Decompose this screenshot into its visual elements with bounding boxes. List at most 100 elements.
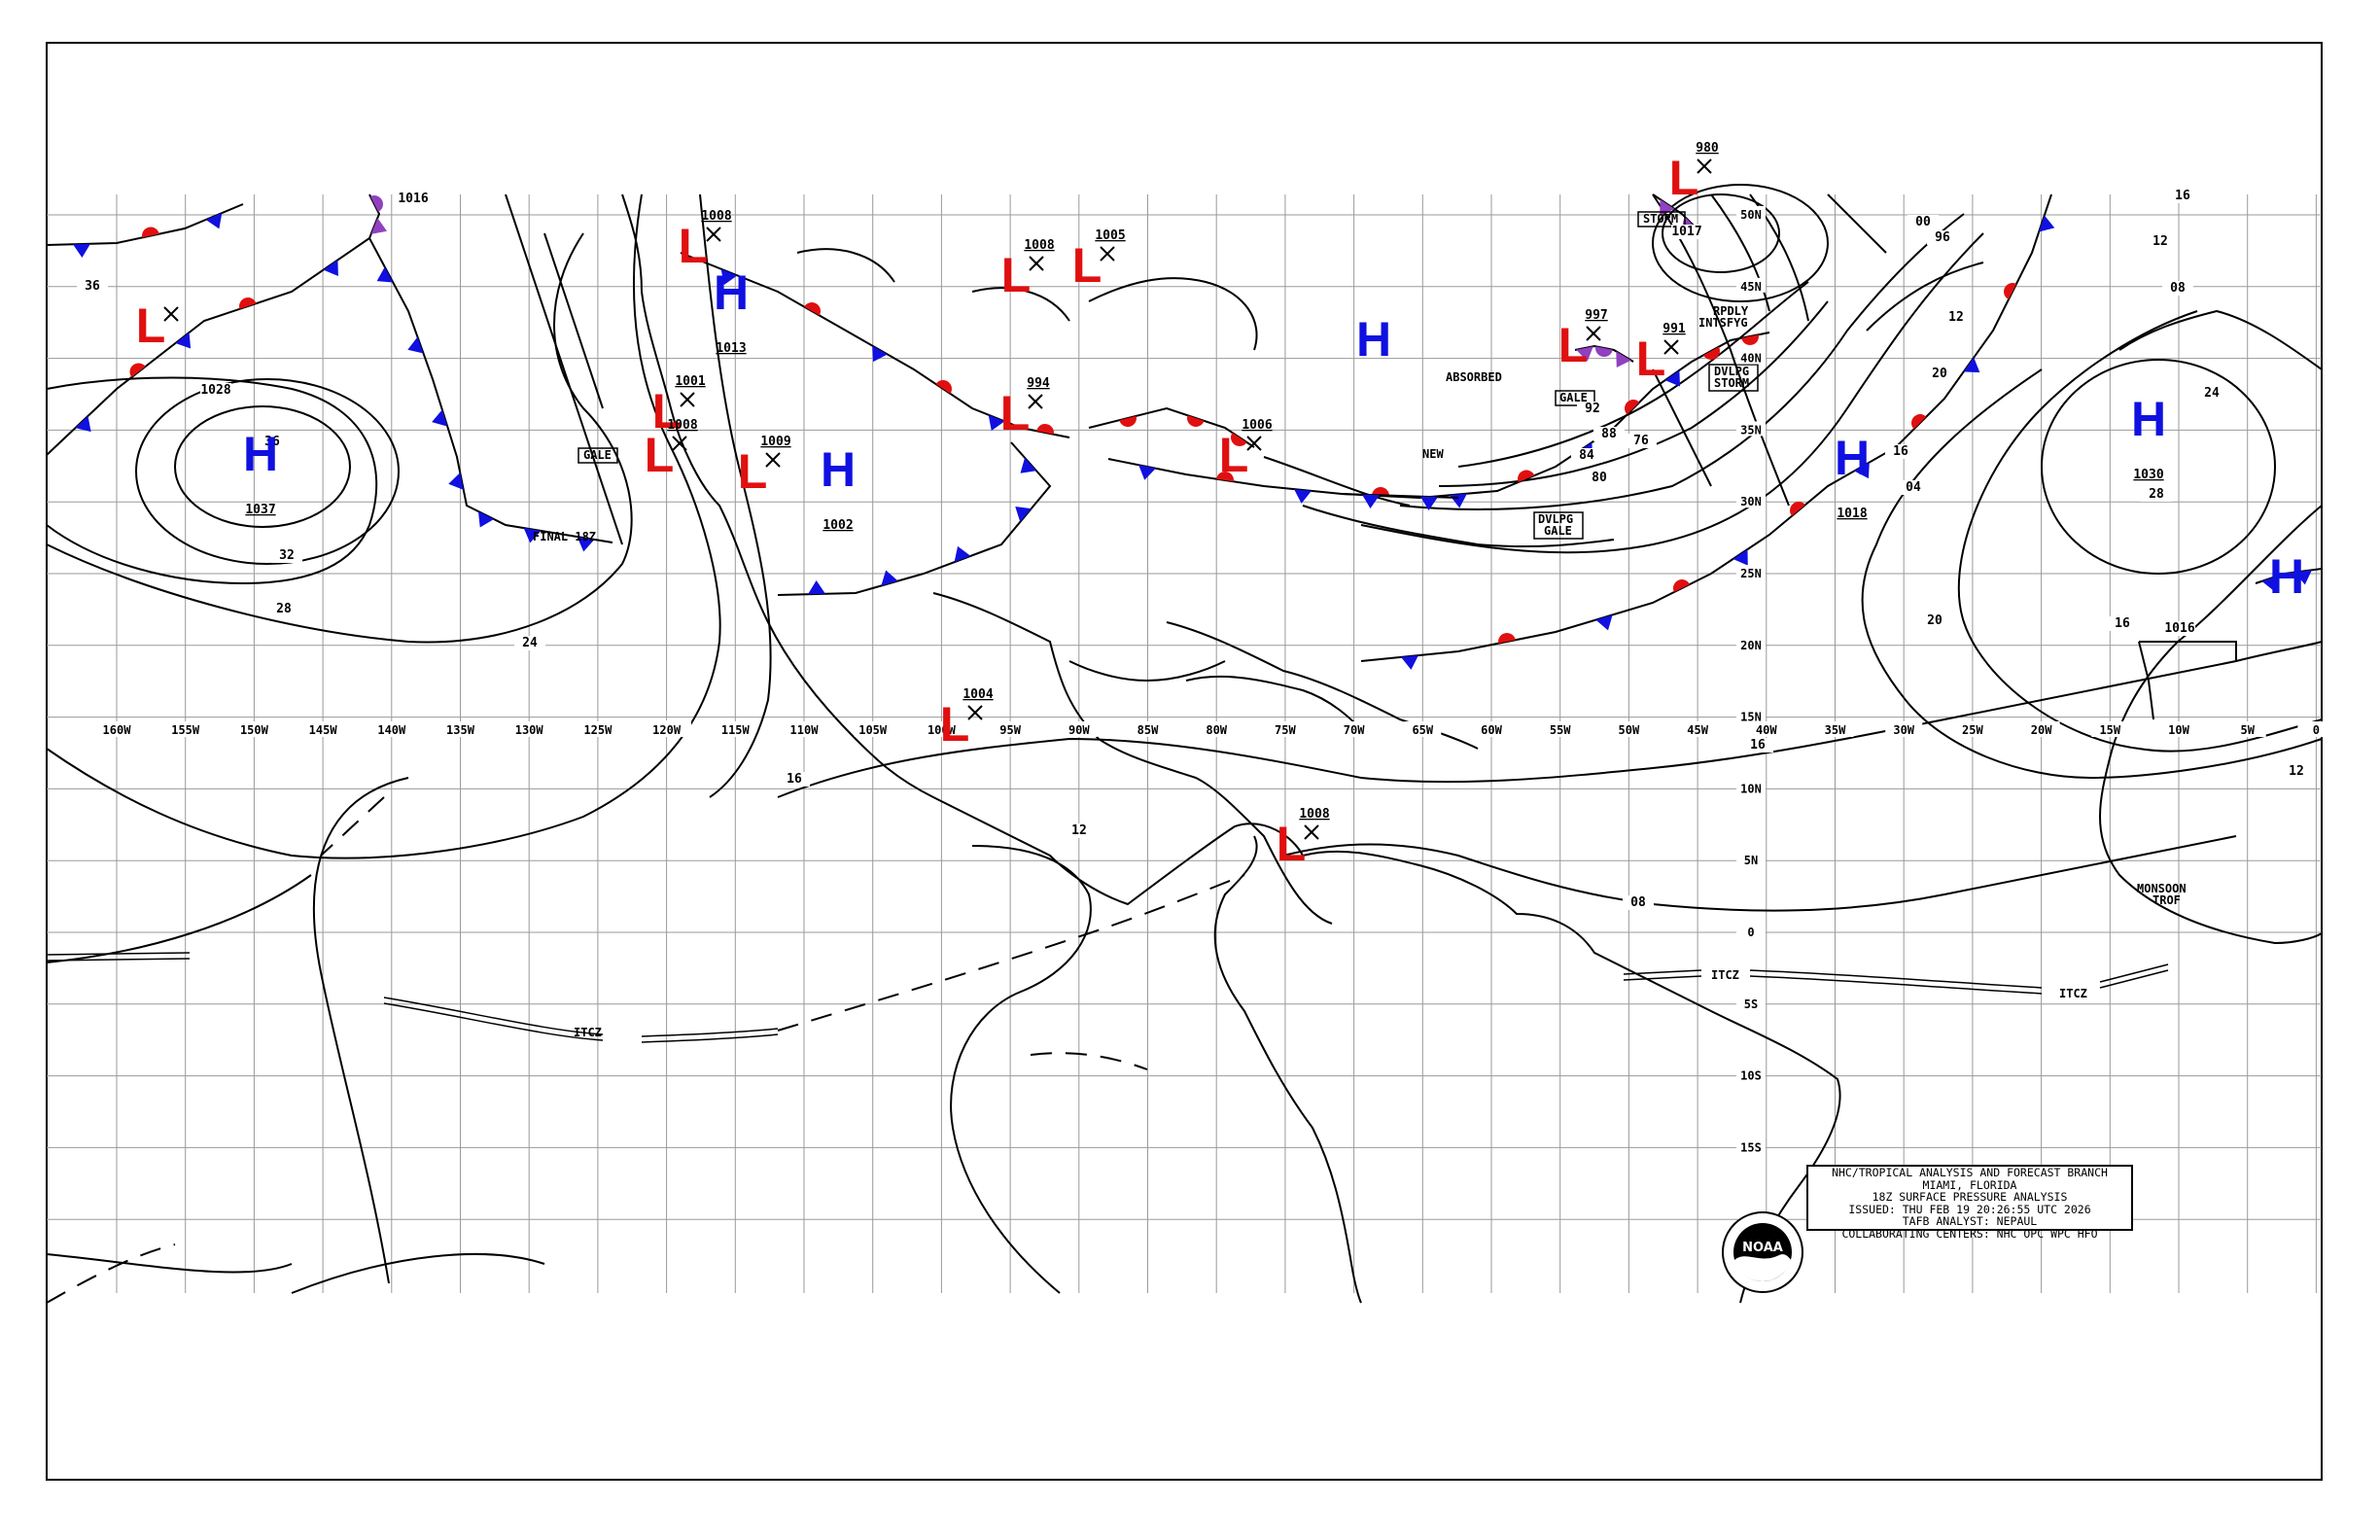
warm-front-semicircle bbox=[2004, 283, 2017, 300]
warm-front-semicircle bbox=[1673, 579, 1691, 593]
isobar-label-bg bbox=[2167, 189, 2198, 203]
longitude-label: 90W bbox=[1068, 723, 1090, 737]
high-pressure-center: H bbox=[1356, 312, 1391, 367]
longitude-label-bg bbox=[235, 721, 273, 737]
latitude-label: 0 bbox=[1747, 926, 1754, 939]
isobar-label: 20 bbox=[1927, 613, 1942, 628]
latitude-label-bg bbox=[1736, 277, 1766, 293]
cold-front-triangle bbox=[1138, 465, 1156, 480]
longitude-label: 160W bbox=[103, 723, 132, 737]
cold-front-triangle bbox=[988, 414, 1005, 431]
low-pressure-value: 1004 bbox=[962, 687, 993, 702]
dvlpg-storm-label-2: STORM bbox=[1714, 376, 1749, 390]
cold-front-triangle bbox=[432, 409, 448, 427]
high-pressure-value: 1037 bbox=[245, 503, 275, 517]
isobar-label-bg bbox=[398, 192, 429, 206]
fronts bbox=[46, 193, 2323, 670]
high-pressure-value: 1002 bbox=[822, 518, 853, 533]
cold-front-triangle bbox=[881, 570, 898, 586]
cold-front-triangle bbox=[477, 510, 495, 528]
longitude-label-bg bbox=[1335, 721, 1373, 737]
longitude-label-bg bbox=[304, 721, 342, 737]
longitude-label: 15W bbox=[2099, 723, 2120, 737]
low-pressure-value: 994 bbox=[1027, 376, 1050, 391]
cold-front-triangle bbox=[720, 268, 738, 285]
high-pressure-center: H bbox=[1835, 431, 1870, 485]
longitude-label: 75W bbox=[1275, 723, 1296, 737]
isobar-label-bg bbox=[1577, 402, 1608, 416]
isobar-label: 24 bbox=[522, 636, 538, 650]
isobar-label: 24 bbox=[2204, 386, 2220, 401]
isobar-label: 00 bbox=[1915, 215, 1931, 229]
longitude-label-bg bbox=[2228, 721, 2266, 737]
longitude-label-bg bbox=[1060, 721, 1098, 737]
latitude-label-bg bbox=[1736, 1067, 1766, 1082]
info-line-4: ISSUED: THU FEB 19 20:26:55 UTC 2026 bbox=[1848, 1202, 2091, 1216]
longitude-label-bg bbox=[1747, 721, 1785, 737]
low-pressure-value: 1006 bbox=[1242, 418, 1272, 433]
isobar-label-bg bbox=[1885, 444, 1916, 459]
rpdly-label: RPDLY bbox=[1713, 304, 1749, 318]
isobar-label: 04 bbox=[1906, 480, 1921, 495]
latitude-label-bg bbox=[1736, 206, 1766, 221]
isobar-label: 12 bbox=[2289, 764, 2304, 779]
longitude-label-bg bbox=[923, 721, 961, 737]
low-pressure-center: L bbox=[738, 444, 768, 499]
latitude-label: 50N bbox=[1740, 208, 1762, 222]
isobar-label: 76 bbox=[1633, 434, 1649, 448]
isobar-label-bg bbox=[77, 279, 108, 294]
high-pressure-value: 1013 bbox=[716, 341, 746, 356]
warm-front-semicircle bbox=[129, 363, 146, 378]
latitude-label: 15S bbox=[1740, 1140, 1762, 1154]
cold-front-line bbox=[1341, 493, 1459, 499]
latitude-label: 5S bbox=[1744, 998, 1758, 1011]
low-pressure-center: L bbox=[1277, 817, 1307, 871]
high-pressure-center: H bbox=[2131, 392, 2166, 446]
longitude-label: 80W bbox=[1206, 723, 1227, 737]
warm-front-semicircle bbox=[1703, 346, 1720, 361]
latitude-label-bg bbox=[1736, 493, 1766, 508]
isobar-label-bg bbox=[1908, 215, 1939, 229]
low-center-x-mark bbox=[765, 452, 781, 468]
isobar-label: 36 bbox=[85, 279, 100, 294]
annotation-boxes bbox=[578, 211, 1759, 540]
latitude-label-bg bbox=[1736, 349, 1766, 365]
low-pressure-value: 1001 bbox=[675, 374, 705, 389]
cold-front-triangle bbox=[1015, 507, 1032, 522]
cold-front-triangle bbox=[2261, 576, 2279, 592]
isobar-label-bg bbox=[2164, 621, 2195, 636]
latitude-label: 10S bbox=[1740, 1069, 1762, 1083]
isobar-label-bg bbox=[1941, 310, 1972, 325]
longitude-label: 30W bbox=[1893, 723, 1914, 737]
dvlpg-storm-label-1: DVLPG bbox=[1714, 365, 1749, 378]
cold-front-triangle bbox=[872, 345, 888, 363]
latitude-label-bg bbox=[1736, 852, 1766, 867]
warm-front-semicircle bbox=[1119, 415, 1137, 427]
monsoon-label-2: TROF bbox=[2152, 893, 2181, 907]
stationary-front-line bbox=[680, 252, 1070, 438]
longitude-label-bg bbox=[2160, 721, 2197, 737]
isobar-label: 32 bbox=[279, 548, 295, 563]
isobar-label: 12 bbox=[1948, 310, 1964, 325]
low-pressure-center: L bbox=[1001, 248, 1032, 302]
isobar-label-bg bbox=[1671, 225, 1702, 239]
cold-front-triangle bbox=[1732, 549, 1748, 566]
longitude-label-bg bbox=[1473, 721, 1510, 737]
latitude-label-bg bbox=[1736, 1138, 1766, 1154]
isobar-label: 12 bbox=[1071, 823, 1087, 838]
latitude-label-bg bbox=[1736, 636, 1766, 651]
latitude-label: 5N bbox=[1744, 854, 1758, 867]
isobar-label-bg bbox=[1927, 230, 1958, 245]
low-pressure-value: 997 bbox=[1585, 308, 1607, 323]
longitude-label: 105W bbox=[858, 723, 888, 737]
high-pressure-value: 1030 bbox=[2133, 468, 2163, 482]
longitude-label: 70W bbox=[1344, 723, 1365, 737]
warm-front-semicircle bbox=[804, 302, 821, 316]
cold-front-triangle bbox=[175, 332, 192, 349]
isobar-label-bg bbox=[200, 383, 231, 398]
noaa-logo-text: NOAA bbox=[1742, 1241, 1783, 1255]
longitude-label-bg bbox=[854, 721, 892, 737]
isobar-label: 20 bbox=[1932, 367, 1947, 381]
low-pressure-center: L bbox=[940, 697, 970, 752]
cold-front-triangle bbox=[577, 537, 595, 552]
